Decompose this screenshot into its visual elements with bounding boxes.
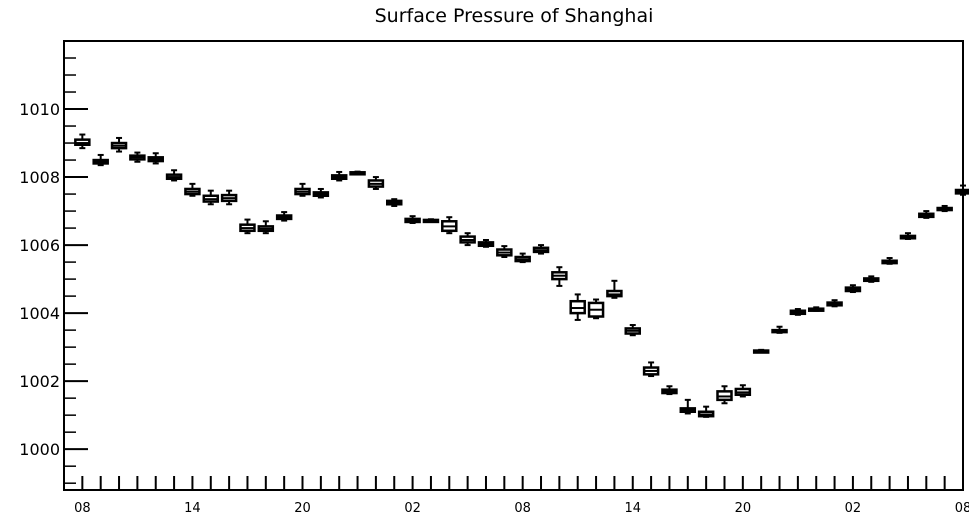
box (954, 184, 969, 196)
chart-title: Surface Pressure of Shanghai (375, 5, 654, 27)
box (771, 325, 788, 334)
box (918, 210, 935, 219)
box (184, 182, 201, 197)
box (789, 308, 807, 316)
box (74, 133, 91, 150)
box (385, 198, 403, 207)
x-tick-label: 08 (514, 501, 531, 516)
box (642, 361, 660, 378)
box (275, 211, 293, 222)
y-tick-label: 1000 (19, 440, 60, 459)
box (569, 293, 586, 321)
box (165, 169, 183, 182)
box (826, 299, 843, 308)
box (899, 232, 917, 240)
x-tick-label: 14 (624, 501, 641, 516)
y-tick-label: 1002 (19, 372, 60, 391)
x-tick-label: 14 (184, 501, 201, 516)
box (239, 218, 256, 235)
y-tick-label: 1004 (19, 304, 60, 323)
box (294, 182, 311, 197)
box (441, 216, 458, 235)
box-series (74, 133, 969, 418)
box (349, 170, 366, 176)
box (477, 238, 495, 248)
box (697, 405, 715, 418)
x-tick-label: 02 (845, 501, 862, 516)
box (661, 385, 678, 396)
x-tick-label: 20 (735, 501, 752, 516)
box (367, 176, 385, 190)
box (459, 232, 476, 247)
x-tick-label: 08 (955, 501, 969, 516)
box (257, 220, 275, 235)
box (881, 257, 898, 265)
box (863, 275, 880, 283)
y-axis: 1000 1002 1004 1006 1008 1010 (19, 57, 88, 484)
box (532, 244, 550, 255)
y-tick-label: 1006 (19, 236, 60, 255)
box (624, 324, 642, 337)
plot-frame (63, 40, 964, 491)
box (734, 384, 752, 398)
box (220, 189, 238, 206)
box (312, 187, 330, 199)
x-tick-label: 20 (294, 501, 311, 516)
box (202, 189, 220, 206)
box (752, 348, 770, 354)
box (92, 153, 109, 167)
box (330, 170, 348, 182)
box (422, 218, 440, 224)
box (807, 306, 825, 312)
box (514, 252, 531, 264)
box (587, 298, 605, 320)
box (404, 215, 421, 224)
box (679, 398, 697, 415)
box (844, 284, 862, 294)
x-axis: 08 14 20 02 08 14 20 02 08 (74, 476, 969, 516)
x-tick-label: 02 (404, 501, 421, 516)
box (110, 136, 128, 153)
x-tick-label: 08 (74, 501, 91, 516)
y-tick-label: 1008 (19, 168, 60, 187)
y-tick-label: 1010 (19, 100, 60, 119)
box (606, 279, 623, 299)
box (936, 204, 953, 213)
box (147, 152, 164, 165)
box (716, 385, 733, 405)
box (496, 245, 513, 258)
box (551, 266, 568, 287)
box (129, 151, 146, 163)
